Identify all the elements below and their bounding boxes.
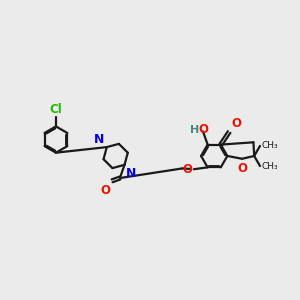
Text: N: N (126, 167, 137, 180)
Text: O: O (232, 117, 242, 130)
Text: H: H (190, 124, 199, 135)
Text: CH₃: CH₃ (262, 141, 278, 150)
Text: O: O (100, 184, 110, 197)
Text: O: O (199, 123, 208, 136)
Text: CH₃: CH₃ (262, 162, 278, 171)
Text: O: O (237, 162, 247, 176)
Text: N: N (94, 133, 104, 146)
Text: O: O (183, 163, 193, 176)
Text: Cl: Cl (50, 103, 62, 116)
